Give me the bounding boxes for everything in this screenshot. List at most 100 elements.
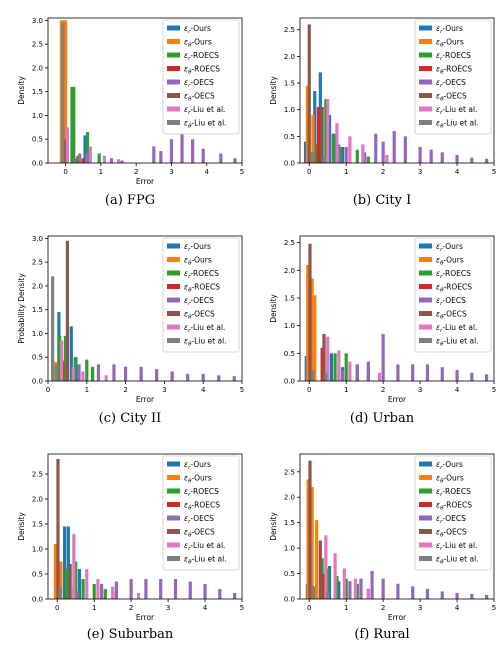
bar	[73, 357, 77, 381]
y-tick-label: 3.0	[32, 17, 43, 25]
bar	[335, 123, 339, 163]
y-tick-label: 2.5	[32, 471, 43, 479]
legend-entry: εr-OECS	[436, 514, 466, 525]
legend-entry: εθ-ROECS	[184, 501, 220, 512]
x-tick-label: 4	[455, 168, 460, 176]
bar	[326, 99, 330, 163]
bar	[65, 127, 69, 163]
bar	[152, 146, 156, 163]
x-tick-label: 2	[381, 604, 385, 612]
bar	[348, 581, 352, 599]
y-tick-label: 2.5	[32, 259, 43, 267]
bar	[159, 151, 163, 163]
bar	[66, 526, 70, 599]
legend-swatch	[419, 515, 432, 521]
bar	[96, 364, 101, 381]
bar	[78, 153, 82, 163]
x-axis-label: Error	[136, 613, 155, 622]
legend-entry: εr-ROECS	[436, 269, 471, 280]
legend-entry: εθ-OECS	[184, 92, 215, 103]
bar	[366, 156, 370, 163]
bar	[96, 579, 100, 599]
bar	[180, 134, 184, 163]
bar	[191, 139, 195, 163]
legend-swatch	[419, 39, 432, 44]
bar	[337, 144, 341, 163]
bar	[311, 369, 315, 381]
x-axis-label: Error	[136, 177, 155, 186]
legend-box	[414, 19, 492, 135]
bar	[139, 366, 143, 381]
bar	[455, 369, 459, 381]
bar	[68, 564, 72, 599]
legend-entry: εθ-ROECS	[184, 283, 220, 294]
legend-entry: εθ-Liu et al.	[436, 555, 479, 566]
legend-swatch	[419, 556, 432, 561]
bar	[65, 240, 69, 381]
bar	[308, 460, 312, 599]
bar	[440, 152, 444, 163]
bar	[381, 578, 385, 599]
bar	[470, 157, 474, 163]
x-tick-label: 1	[344, 604, 348, 612]
bar	[470, 372, 474, 381]
legend-entry: εθ-Liu et al.	[184, 555, 227, 566]
bar	[109, 158, 114, 163]
bars	[59, 20, 237, 163]
bar	[339, 147, 343, 163]
axes-frame	[299, 235, 495, 382]
bar	[218, 589, 222, 599]
legend: εr-Ours εθ-Ours εr-ROECS εθ-ROECS εr-OECS εθ-…	[414, 19, 492, 135]
legend-box	[414, 237, 492, 353]
legend-swatch	[167, 324, 180, 330]
legend-entry: εr-OECS	[436, 296, 466, 307]
bar	[485, 594, 489, 599]
bar	[326, 568, 330, 599]
bar	[307, 24, 311, 164]
bar	[370, 571, 374, 599]
legend-swatch	[167, 52, 180, 58]
legend-entry: εθ-Liu et al.	[184, 119, 227, 130]
bar	[366, 361, 370, 381]
bar	[217, 375, 221, 381]
legend-swatch	[167, 297, 180, 303]
legend-entry: εr-Liu et al.	[184, 541, 225, 552]
legend-entry: εθ-Ours	[184, 256, 212, 267]
bar	[326, 591, 330, 599]
bar	[103, 589, 107, 599]
chart-caption: (d) Urban	[349, 411, 415, 426]
bar	[324, 372, 328, 381]
bar	[59, 340, 64, 381]
legend-swatch	[167, 542, 180, 548]
legend-swatch	[167, 93, 180, 98]
legend-entry: εr-ROECS	[184, 487, 219, 498]
bar	[203, 584, 207, 599]
bar	[58, 586, 62, 599]
legend-swatch	[419, 542, 432, 548]
bar	[411, 586, 415, 599]
bar	[326, 336, 330, 381]
bars	[303, 24, 489, 164]
y-tick-label: 1.5	[32, 306, 43, 314]
y-tick-label: 1.0	[32, 112, 43, 120]
bar	[324, 535, 328, 599]
bar	[355, 149, 359, 163]
legend-swatch	[167, 475, 180, 480]
bars	[304, 243, 489, 381]
legend-entry: εθ-OECS	[184, 528, 215, 539]
chart-svg: 0.0 0.5 1.0 1.5 2.0 2.5 3.0 0 1 2 3 4 5 Error Probabil…	[17, 235, 244, 404]
y-axis-label: Density	[269, 294, 278, 323]
legend-swatch	[167, 502, 180, 507]
bar	[232, 376, 236, 381]
bar	[340, 369, 345, 381]
bar	[72, 86, 76, 163]
chart-svg: 0.0 0.5 1.0 1.5 2.0 2.5 0 1 2 3 4 5 Error Density εr-O…	[269, 453, 496, 622]
y-tick-label: 2.5	[32, 41, 43, 49]
x-tick-label: 4	[201, 386, 206, 394]
bar	[54, 364, 59, 381]
bar	[324, 99, 328, 163]
bar	[455, 592, 459, 599]
bar	[99, 584, 104, 599]
legend-entry: εr-Liu et al.	[436, 541, 477, 552]
bar	[63, 526, 67, 599]
